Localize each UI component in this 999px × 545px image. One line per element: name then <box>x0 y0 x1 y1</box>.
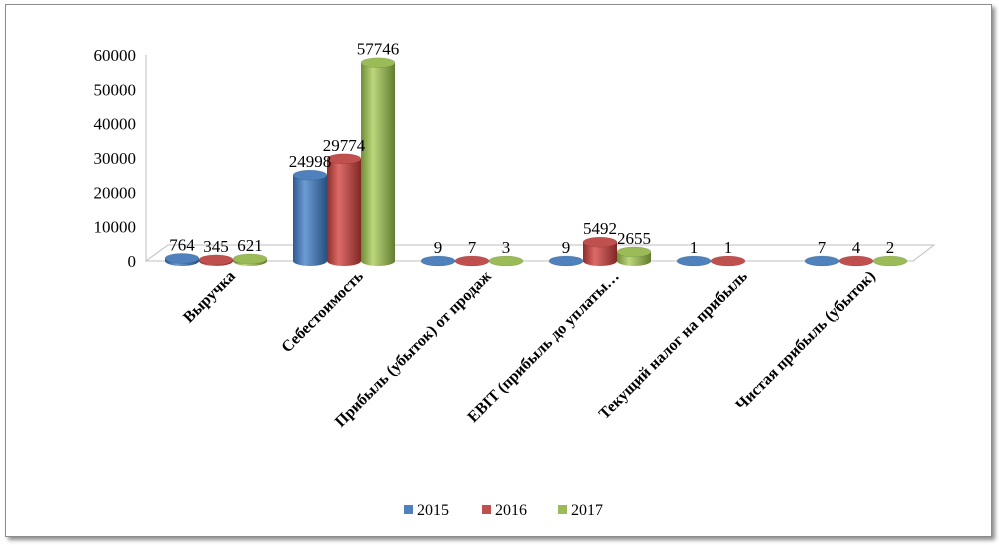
data-label: 1 <box>690 238 699 257</box>
bar-2017-2 <box>488 255 524 267</box>
bar-2015-1 <box>292 169 328 266</box>
y-tick-label: 0 <box>128 252 137 271</box>
bar-2015-4 <box>676 255 712 267</box>
y-tick-label: 30000 <box>94 149 137 168</box>
bar-body <box>293 175 327 266</box>
bar-top <box>548 255 584 267</box>
legend-label: 2016 <box>495 502 527 519</box>
legend-swatch <box>558 505 567 514</box>
bar-top <box>582 236 618 248</box>
bar-2015-5 <box>804 255 840 267</box>
bar-body <box>327 158 361 266</box>
bar-top <box>292 169 328 181</box>
bar-top <box>710 255 746 267</box>
y-tick-label: 10000 <box>94 218 137 237</box>
bar-2016-2 <box>454 255 490 267</box>
bar-2016-0 <box>198 254 234 266</box>
bar-top <box>488 255 524 267</box>
data-label: 345 <box>203 237 229 256</box>
legend-label: 2017 <box>571 502 603 519</box>
data-label: 764 <box>169 235 195 254</box>
bar-2015-0 <box>164 253 200 266</box>
y-axis: 0 10000 20000 30000 40000 50000 60000 <box>94 46 147 271</box>
bar-2017-3 <box>616 246 652 266</box>
bar-2016-4 <box>710 255 746 267</box>
data-label: 2 <box>886 238 895 257</box>
category-label: Чистая прибыль (убыток) <box>733 268 879 414</box>
legend-swatch <box>482 505 491 514</box>
y-tick-label: 50000 <box>94 80 137 99</box>
bar-2017-5 <box>872 255 908 267</box>
data-label: 2655 <box>617 229 651 248</box>
bar-2017-0 <box>232 253 268 266</box>
bars <box>164 57 908 267</box>
data-label: 9 <box>434 238 443 257</box>
bar-top <box>164 253 200 264</box>
bar-body <box>361 62 395 266</box>
bar-2016-5 <box>838 255 874 267</box>
bar-top <box>676 255 712 267</box>
bar-2016-3 <box>582 236 618 266</box>
data-label: 5492 <box>583 219 617 238</box>
bar-top <box>804 255 840 267</box>
cylinder-bar-chart: 0 10000 20000 30000 40000 50000 60000 764 345 62… <box>94 40 936 519</box>
category-label: Себестоимость <box>278 267 367 356</box>
bar-2015-3 <box>548 255 584 267</box>
bar-top <box>454 255 490 267</box>
bar-2016-1 <box>326 153 362 266</box>
legend: 2015 2016 2017 <box>404 502 603 519</box>
data-label: 7 <box>818 238 827 257</box>
data-label: 621 <box>237 236 263 255</box>
data-label: 24998 <box>289 152 332 171</box>
category-label: Выручка <box>180 268 239 327</box>
bar-body <box>583 242 617 266</box>
category-label: Текущий налог на прибыль <box>596 267 751 422</box>
data-label: 1 <box>724 238 733 257</box>
bar-top <box>420 255 456 267</box>
bar-top <box>232 253 268 265</box>
bar-top <box>872 255 908 267</box>
category-label: EBIT (прибыль до уплаты… <box>465 268 623 426</box>
legend-swatch <box>404 505 413 514</box>
bar-2017-1 <box>360 57 396 266</box>
legend-label: 2015 <box>417 502 449 519</box>
bar-top <box>198 254 234 266</box>
category-label: Прибыль (убыток) от продаж <box>332 268 495 431</box>
data-label: 9 <box>562 238 571 257</box>
bar-top <box>838 255 874 267</box>
y-tick-label: 40000 <box>94 115 137 134</box>
data-label: 4 <box>852 238 861 257</box>
data-label: 29774 <box>323 136 366 155</box>
data-label: 3 <box>502 238 511 257</box>
bar-top <box>360 57 396 69</box>
y-tick-label: 60000 <box>94 46 137 65</box>
bar-top <box>616 246 652 258</box>
data-label: 57746 <box>357 40 400 59</box>
bar-top <box>326 153 362 165</box>
data-label: 7 <box>468 238 477 257</box>
y-tick-label: 20000 <box>94 183 137 202</box>
bar-2015-2 <box>420 255 456 267</box>
chart-frame: 0 10000 20000 30000 40000 50000 60000 764 345 62… <box>5 4 992 537</box>
